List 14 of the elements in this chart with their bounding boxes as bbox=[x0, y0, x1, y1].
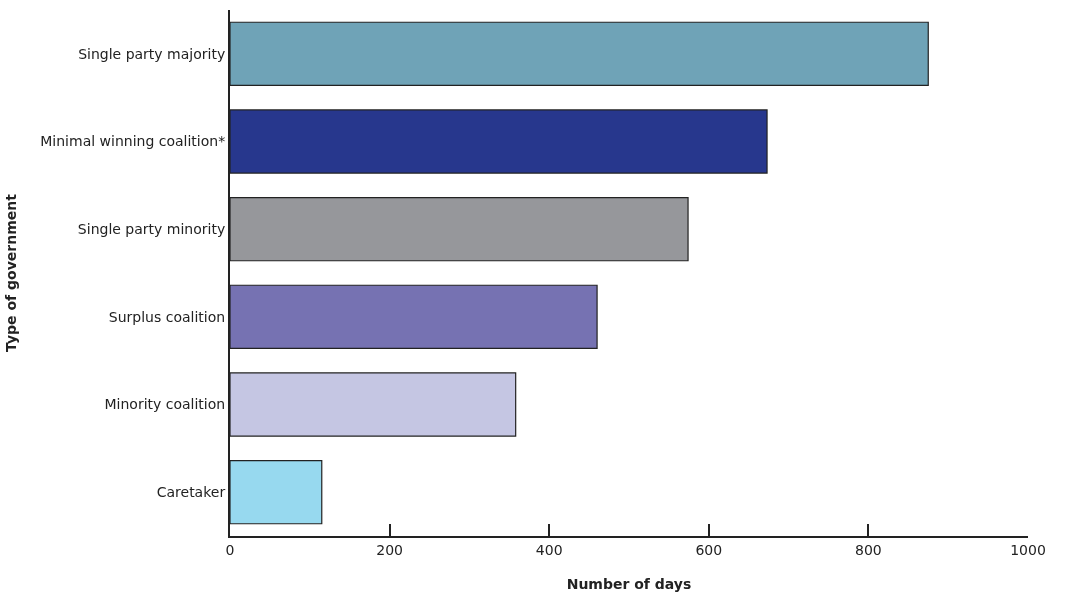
y-tick-label: Minority coalition bbox=[104, 396, 226, 413]
x-tick-label: 800 bbox=[855, 541, 882, 558]
x-tick-label: 200 bbox=[376, 541, 403, 558]
y-tick-label: Surplus coalition bbox=[108, 308, 226, 325]
x-tick-label: 600 bbox=[695, 541, 723, 558]
y-tick-label: Minimal winning coalition* bbox=[40, 133, 226, 150]
y-axis-title: Type of government bbox=[3, 193, 20, 352]
y-tick-label: Single party majority bbox=[78, 45, 226, 62]
y-tick-label: Caretaker bbox=[156, 484, 226, 501]
x-tick-label: 0 bbox=[225, 541, 235, 558]
x-axis-title: Number of days bbox=[566, 575, 692, 592]
x-tick-label: 400 bbox=[535, 541, 563, 558]
y-tick-label: Single party minority bbox=[77, 221, 226, 238]
x-tick-label: 1000 bbox=[1010, 541, 1046, 558]
